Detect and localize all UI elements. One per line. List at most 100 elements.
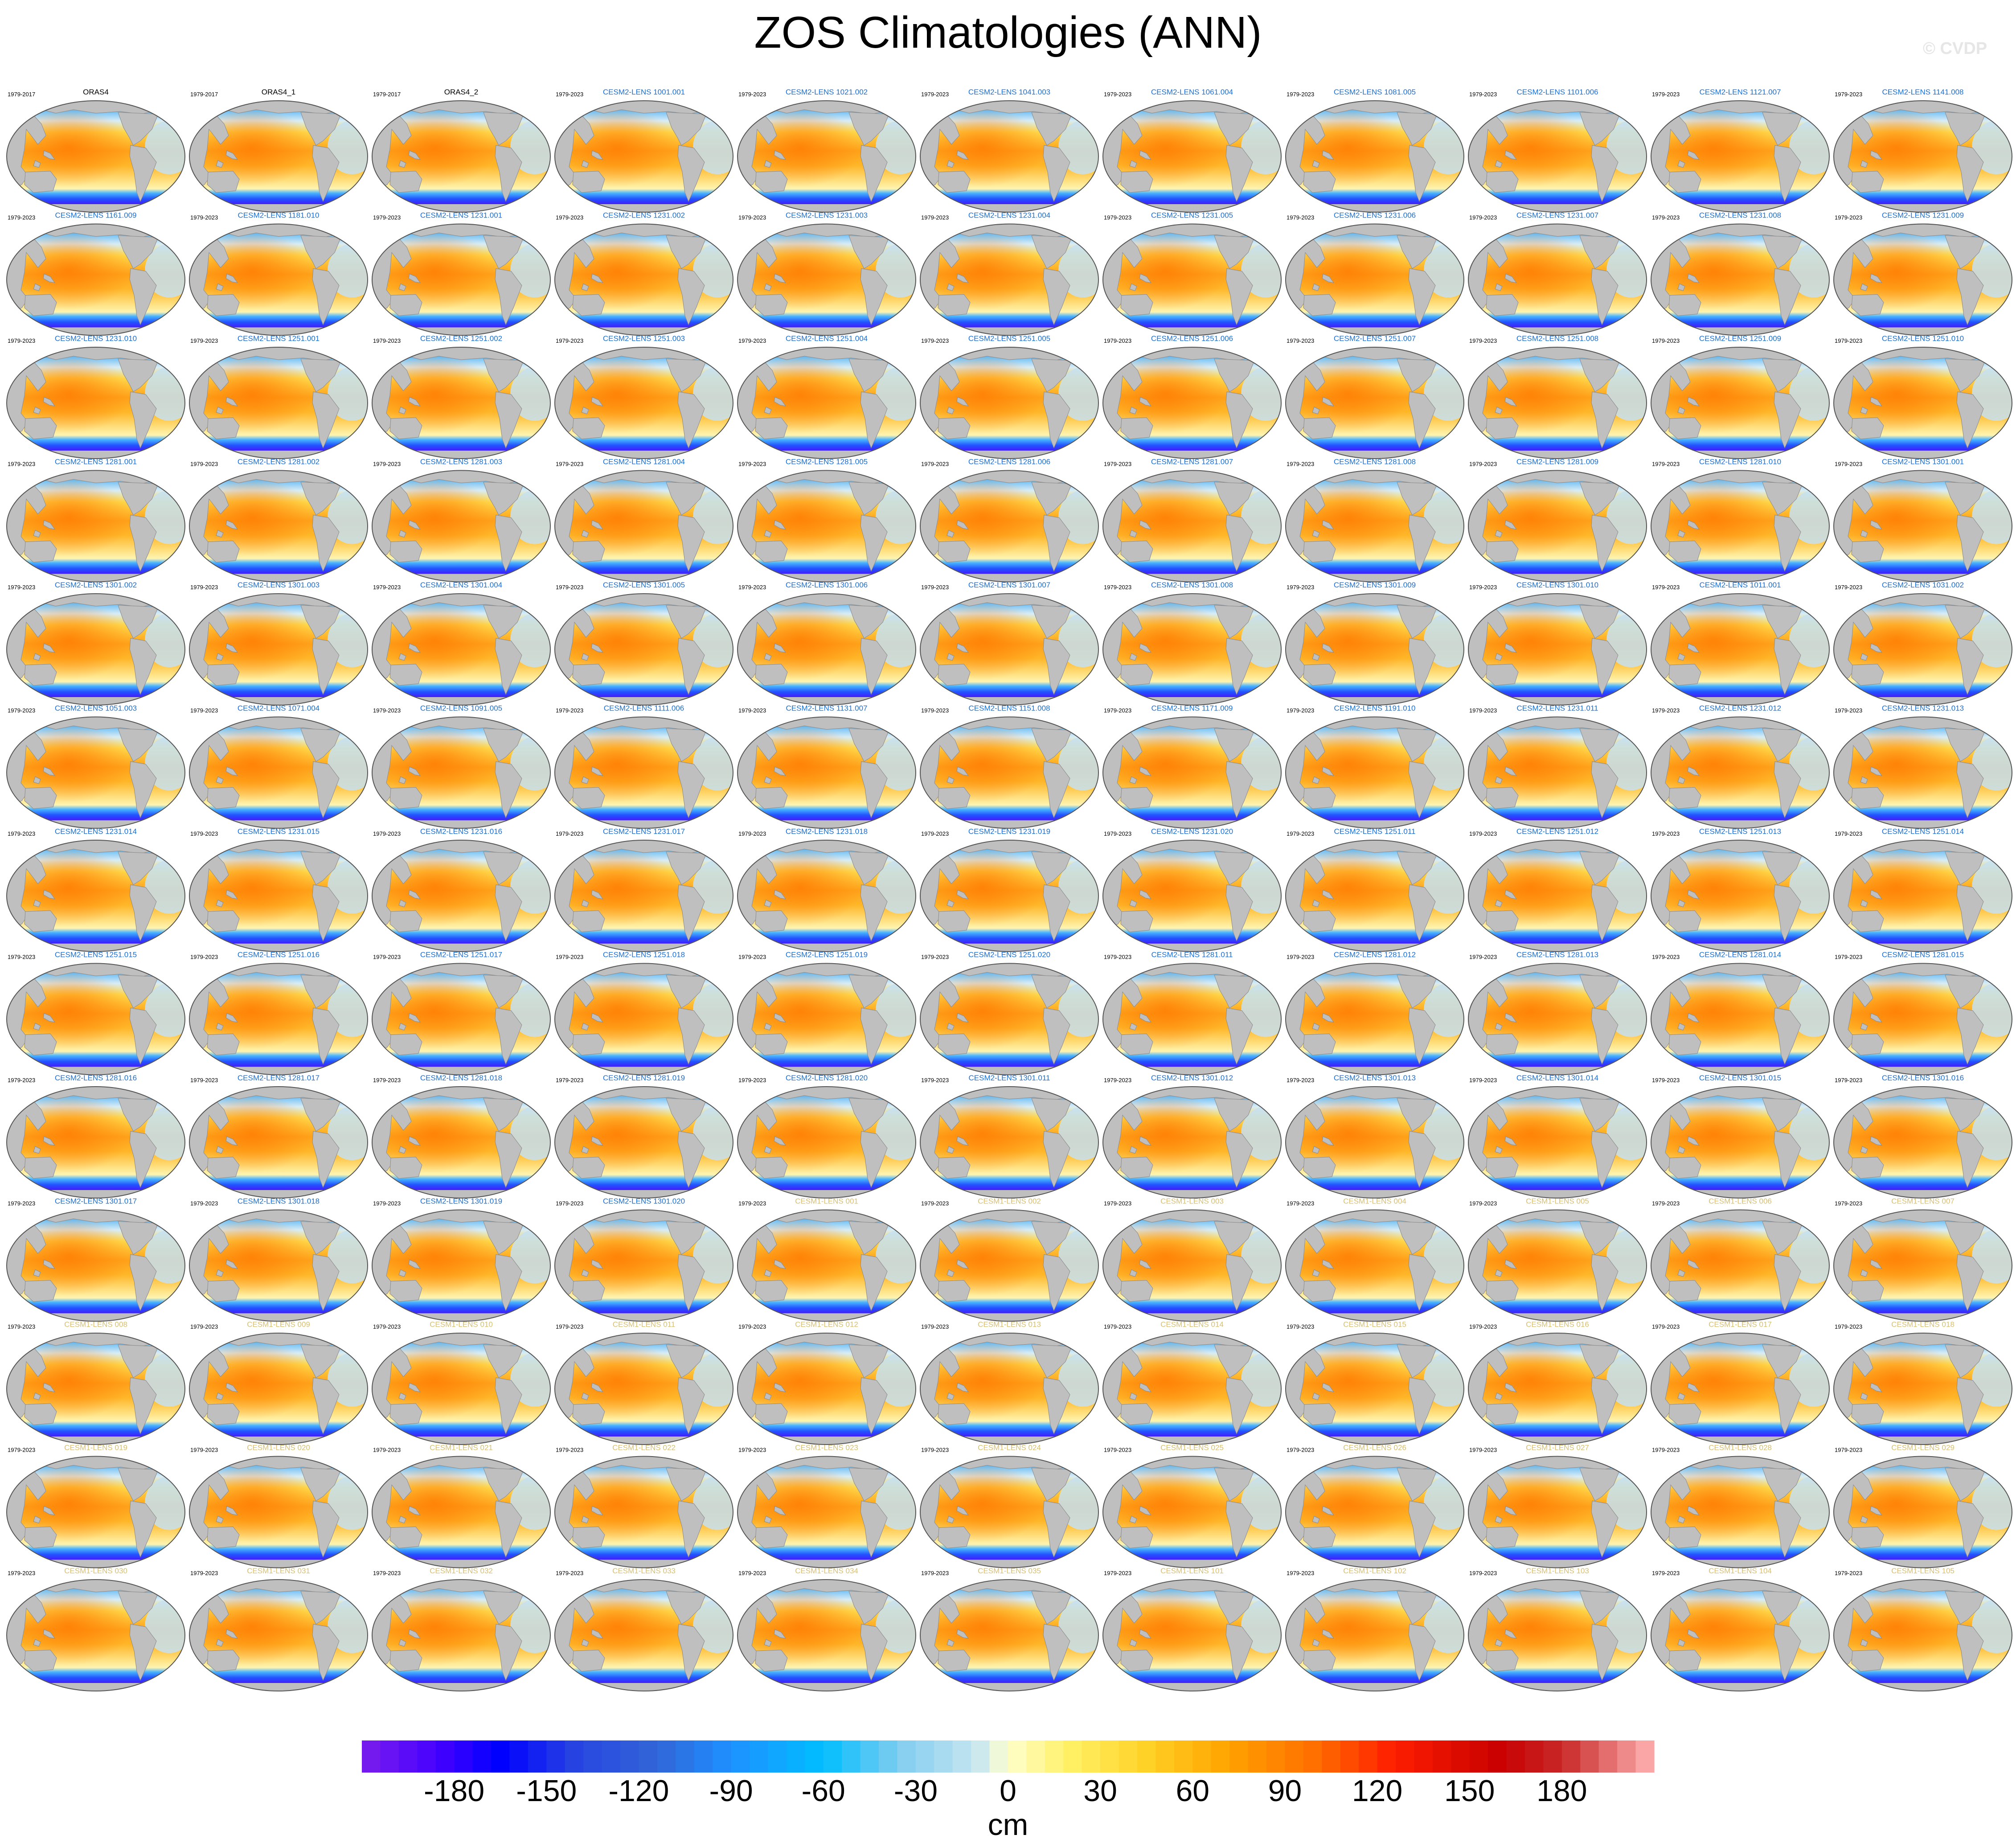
panel-title: CESM2-LENS 1301.010 xyxy=(1516,581,1598,589)
panel-title: CESM2-LENS 1301.020 xyxy=(603,1197,685,1206)
colorbar-swatch xyxy=(1488,1740,1507,1773)
panel-period: 1979-2023 xyxy=(1104,1447,1131,1453)
map-panel: 1979-2023 CESM1-LENS 028 xyxy=(1651,1444,1838,1568)
panel-title: CESM2-LENS 1081.005 xyxy=(1334,88,1416,96)
panel-title: CESM2-LENS 1021.002 xyxy=(786,88,868,96)
globe-map xyxy=(1103,471,1290,582)
globe-map xyxy=(7,717,194,829)
globe-map xyxy=(1468,717,1655,829)
colorbar-tick-label: 90 xyxy=(1268,1774,1302,1808)
globe-map xyxy=(1103,1333,1290,1445)
globe-map xyxy=(7,840,194,952)
panel-title: CESM2-LENS 1301.015 xyxy=(1699,1074,1781,1082)
panel-title: CESM2-LENS 1281.018 xyxy=(420,1074,502,1082)
panel-grid: 1979-2017 ORAS4 1979-2017 ORAS4_1 1979-2017 O… xyxy=(0,88,2016,1712)
globe-map xyxy=(1468,471,1655,582)
map-panel: 1979-2023 CESM1-LENS 010 xyxy=(372,1320,559,1445)
map-panel: 1979-2023 CESM1-LENS 026 xyxy=(1286,1444,1473,1568)
map-panel: 1979-2023 CESM1-LENS 105 xyxy=(1834,1567,2016,1691)
colorbar-swatch xyxy=(750,1740,769,1773)
globe-map xyxy=(1103,101,1290,212)
panel-period: 1979-2023 xyxy=(8,954,35,960)
globe-map xyxy=(372,471,559,582)
map-panel: 1979-2023 CESM2-LENS 1301.019 xyxy=(372,1197,559,1322)
panel-title: CESM2-LENS 1231.009 xyxy=(1882,211,1964,220)
map-panel: 1979-2023 CESM2-LENS 1061.004 xyxy=(1103,88,1290,212)
panel-period: 1979-2023 xyxy=(921,1323,949,1330)
page-title: ZOS Climatologies (ANN) xyxy=(754,8,1262,57)
panel-period: 1979-2023 xyxy=(190,707,218,714)
globe-map xyxy=(372,964,559,1075)
map-panel: 1979-2023 CESM2-LENS 1301.010 xyxy=(1468,581,1655,705)
panel-period: 1979-2023 xyxy=(1652,584,1680,591)
panel-period: 1979-2023 xyxy=(1469,1447,1497,1453)
panel-period: 1979-2023 xyxy=(1104,954,1131,960)
globe-map xyxy=(920,594,1107,705)
panel-title: CESM1-LENS 017 xyxy=(1709,1320,1772,1329)
colorbar-swatch xyxy=(639,1740,658,1773)
globe-map xyxy=(7,101,194,212)
map-panel: 1979-2023 CESM2-LENS 1181.010 xyxy=(189,211,377,336)
panel-title: CESM1-LENS 016 xyxy=(1526,1320,1589,1329)
panel-period: 1979-2023 xyxy=(1287,337,1314,344)
panel-title: CESM1-LENS 013 xyxy=(978,1320,1041,1329)
panel-period: 1979-2023 xyxy=(8,584,35,591)
map-panel: 1979-2023 CESM2-LENS 1301.012 xyxy=(1103,1074,1290,1198)
colorbar-tick-label: -150 xyxy=(516,1774,577,1808)
globe-map xyxy=(7,1210,194,1322)
panel-title: CESM2-LENS 1141.008 xyxy=(1882,88,1963,96)
globe-map xyxy=(1103,224,1290,336)
colorbar-tick-label: -120 xyxy=(608,1774,669,1808)
colorbar-swatch xyxy=(1156,1740,1175,1773)
colorbar-swatch xyxy=(602,1740,621,1773)
colorbar-swatch xyxy=(823,1740,842,1773)
colorbar-swatch xyxy=(1266,1740,1286,1773)
panel-title: CESM1-LENS 032 xyxy=(430,1567,493,1575)
panel-title: CESM1-LENS 105 xyxy=(1891,1567,1955,1575)
map-panel: 1979-2023 CESM1-LENS 020 xyxy=(189,1444,377,1568)
panel-period: 1979-2023 xyxy=(190,337,218,344)
colorbar-swatch xyxy=(380,1740,399,1773)
map-panel: 1979-2023 CESM1-LENS 007 xyxy=(1834,1197,2016,1322)
panel-title: CESM2-LENS 1281.004 xyxy=(603,458,685,466)
map-panel: 1979-2023 CESM2-LENS 1281.001 xyxy=(7,458,194,582)
panel-title: CESM1-LENS 014 xyxy=(1160,1320,1224,1329)
map-panel: 1979-2023 CESM2-LENS 1281.003 xyxy=(372,458,559,582)
colorbar-swatch xyxy=(1248,1740,1267,1773)
globe-map xyxy=(189,224,377,336)
globe-map xyxy=(1286,471,1473,582)
globe-map xyxy=(372,1457,559,1568)
map-panel: 1979-2023 CESM2-LENS 1071.004 xyxy=(189,704,377,829)
globe-map xyxy=(1834,101,2016,212)
panel-title: CESM2-LENS 1231.012 xyxy=(1699,704,1781,713)
panel-period: 1979-2023 xyxy=(190,584,218,591)
map-panel: 1979-2023 CESM2-LENS 1051.003 xyxy=(7,704,194,829)
panel-title: CESM2-LENS 1251.002 xyxy=(420,334,502,343)
panel-period: 1979-2023 xyxy=(8,1077,35,1084)
panel-title: CESM2-LENS 1251.019 xyxy=(786,951,868,959)
map-panel: 1979-2023 CESM1-LENS 021 xyxy=(372,1444,559,1568)
panel-title: CESM2-LENS 1251.007 xyxy=(1334,334,1416,343)
globe-map xyxy=(555,1210,742,1322)
globe-map xyxy=(7,964,194,1075)
panel-period: 1979-2023 xyxy=(556,337,583,344)
panel-title: CESM2-LENS 1231.007 xyxy=(1516,211,1598,220)
colorbar-swatch xyxy=(879,1740,898,1773)
panel-period: 1979-2023 xyxy=(738,214,766,221)
map-panel: 1979-2023 CESM2-LENS 1021.002 xyxy=(738,88,925,212)
map-panel: 1979-2023 CESM2-LENS 1251.016 xyxy=(189,951,377,1075)
panel-period: 1979-2023 xyxy=(1104,1200,1131,1207)
colorbar-tick-label: 120 xyxy=(1352,1774,1402,1808)
map-panel: 1979-2023 CESM1-LENS 025 xyxy=(1103,1444,1290,1568)
globe-map xyxy=(1834,594,2016,705)
panel-period: 1979-2023 xyxy=(1287,954,1314,960)
colorbar-swatch xyxy=(472,1740,492,1773)
panel-title: CESM1-LENS 022 xyxy=(612,1444,676,1452)
globe-map xyxy=(1834,471,2016,582)
map-panel: 1979-2023 CESM2-LENS 1251.001 xyxy=(189,334,377,459)
panel-title: CESM2-LENS 1281.013 xyxy=(1516,951,1598,959)
panel-title: CESM1-LENS 011 xyxy=(613,1320,675,1329)
panel-period: 1979-2023 xyxy=(921,1200,949,1207)
map-panel: 1979-2023 CESM2-LENS 1231.004 xyxy=(920,211,1107,336)
panel-title: CESM2-LENS 1301.001 xyxy=(1882,458,1964,466)
